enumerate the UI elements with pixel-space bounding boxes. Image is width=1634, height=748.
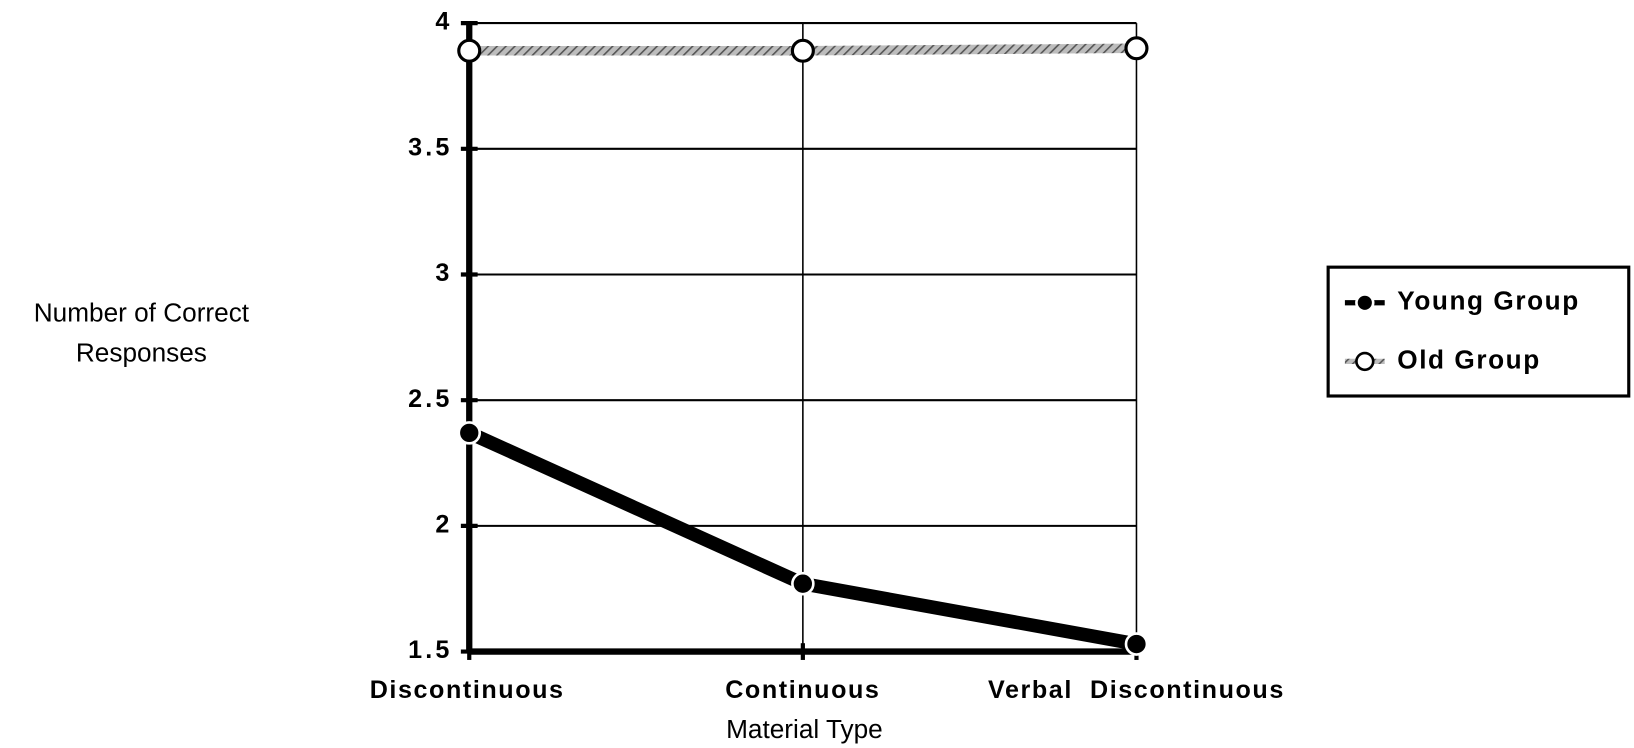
data-point: [457, 38, 482, 63]
data-point: [791, 571, 815, 596]
legend-label: Young Group: [1397, 286, 1580, 316]
data-point: [790, 38, 815, 63]
data-point: [1124, 36, 1149, 61]
y-axis-label: Number of Correct Responses: [33, 298, 250, 368]
data-point: [1124, 632, 1149, 656]
legend-box: [1326, 265, 1631, 398]
y-tick-label: 3: [435, 259, 452, 287]
x-tick-label: Continuous: [725, 676, 880, 704]
x-tick-label: Discontinuous: [370, 676, 565, 704]
y-tick-label: 2.5: [408, 385, 452, 413]
y-tick-label: 2: [435, 511, 452, 539]
x-tick-label: Verbal Discontinuous: [988, 676, 1285, 704]
legend-swatch-marker: [1355, 351, 1375, 372]
legend-swatch-marker: [1355, 293, 1375, 313]
y-tick-label: 4: [435, 8, 452, 36]
data-point: [457, 421, 482, 445]
y-tick-label: 1.5: [408, 636, 452, 664]
x-axis-label: Material Type: [726, 714, 883, 744]
y-tick-label: 3.5: [408, 133, 452, 161]
y-label-box: Number of Correct Responses: [33, 298, 250, 368]
legend-label: Old Group: [1397, 344, 1541, 374]
